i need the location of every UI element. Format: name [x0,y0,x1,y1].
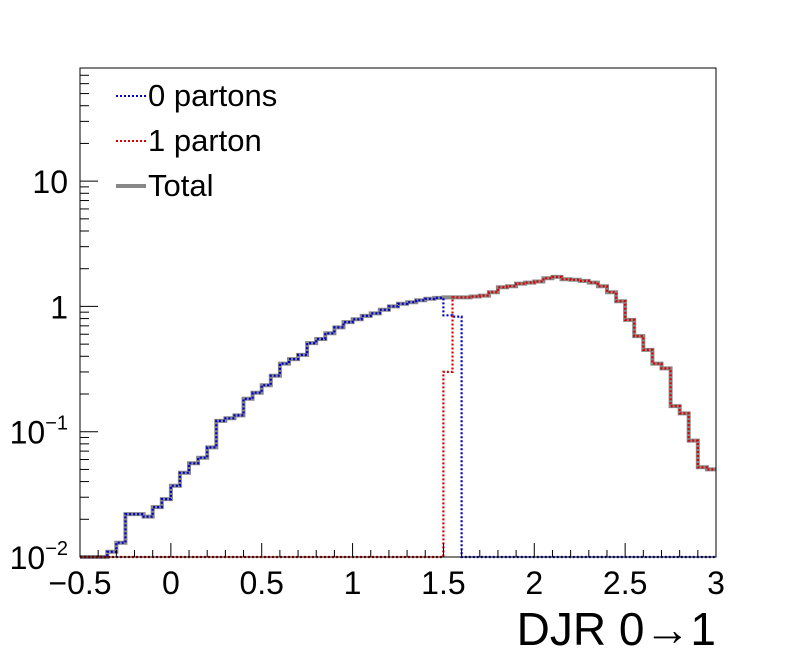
y-tick-label: 10−1 [10,413,68,451]
legend-item-total: Total [116,168,213,203]
legend-label-0-partons: 0 partons [148,78,277,113]
x-tick-label: 3 [707,565,725,601]
y-axis: 10−2 10−1 1 10 [10,67,98,576]
x-tick-label: 0.5 [239,565,283,601]
legend-label-1-parton: 1 parton [148,123,262,158]
x-tick-label: −0.5 [48,565,111,601]
legend: 0 partons 1 parton Total [116,78,277,203]
series-line-1-parton [80,275,716,559]
legend-label-total: Total [148,168,213,203]
x-tick-label: 2 [525,565,543,601]
x-tick-label: 1.5 [421,565,465,601]
y-tick-label: 1 [50,289,68,325]
legend-item-0-partons: 0 partons [116,78,277,113]
y-tick-label: 10−2 [10,538,68,576]
x-tick-label: 0 [162,565,180,601]
series-line-0-partons [80,296,716,559]
x-axis-label: DJR 0→1 [517,603,716,655]
series-line-total [80,274,716,559]
x-axis: −0.5 0 0.5 1 1.5 2 2.5 3 [48,543,725,601]
x-tick-label: 1 [344,565,362,601]
x-tick-label: 2.5 [603,565,647,601]
histogram-layer [80,274,716,559]
y-tick-label: 10 [32,164,68,200]
legend-item-1-parton: 1 parton [116,123,262,158]
